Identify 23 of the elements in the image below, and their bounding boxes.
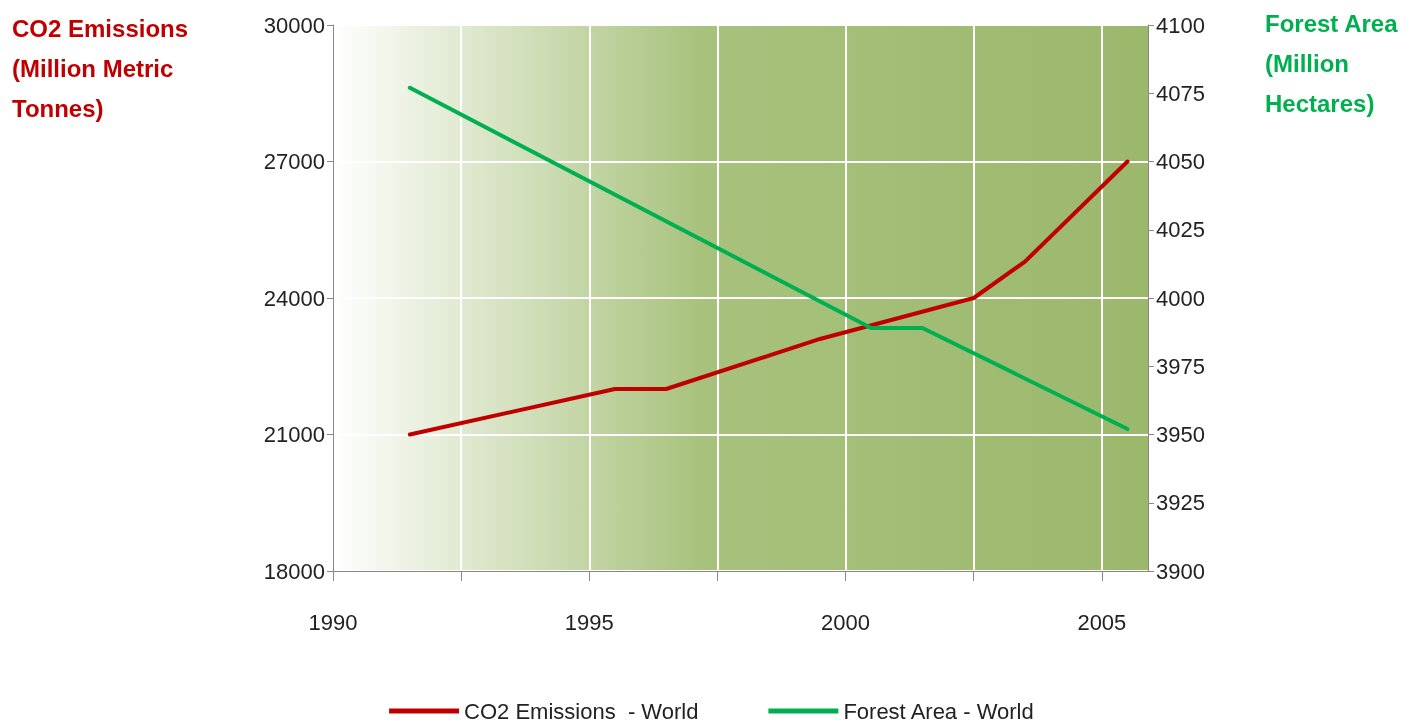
y2-tick-label: 4075	[1156, 80, 1205, 106]
y-tick-label: 24000	[263, 285, 325, 311]
y-axis-title: CO2 Emissions (Million Metric Tonnes)	[12, 14, 195, 122]
line-series	[407, 159, 1130, 437]
legend-label: Forest Area - World	[843, 698, 1034, 724]
y-tick-label: 27000	[263, 149, 325, 174]
x-tick-label: 2000	[821, 609, 871, 635]
x-tick-label: 1990	[308, 609, 358, 635]
y2-tick-label: 3900	[1156, 558, 1205, 584]
y2-axis-title: Forest Area (Million Hectares)	[1265, 9, 1405, 117]
y2-tick-label: 3975	[1156, 353, 1205, 379]
y-tick-label: 21000	[263, 422, 325, 447]
y-tick-label: 18000	[263, 558, 325, 584]
y2-tick-label: 4000	[1156, 285, 1205, 311]
y2-tick-label: 4050	[1156, 149, 1205, 174]
y2-tick-label: 3925	[1156, 490, 1205, 516]
y2-tick-label: 3950	[1156, 422, 1205, 447]
y2-tick-label: 4100	[1156, 12, 1205, 38]
x-tick-label: 1995	[564, 609, 614, 635]
legend-label: CO2 Emissions - World	[464, 698, 699, 724]
x-tick-label: 2005	[1077, 609, 1127, 635]
y2-tick-label: 4025	[1156, 217, 1205, 243]
y-tick-label: 30000	[263, 12, 325, 38]
